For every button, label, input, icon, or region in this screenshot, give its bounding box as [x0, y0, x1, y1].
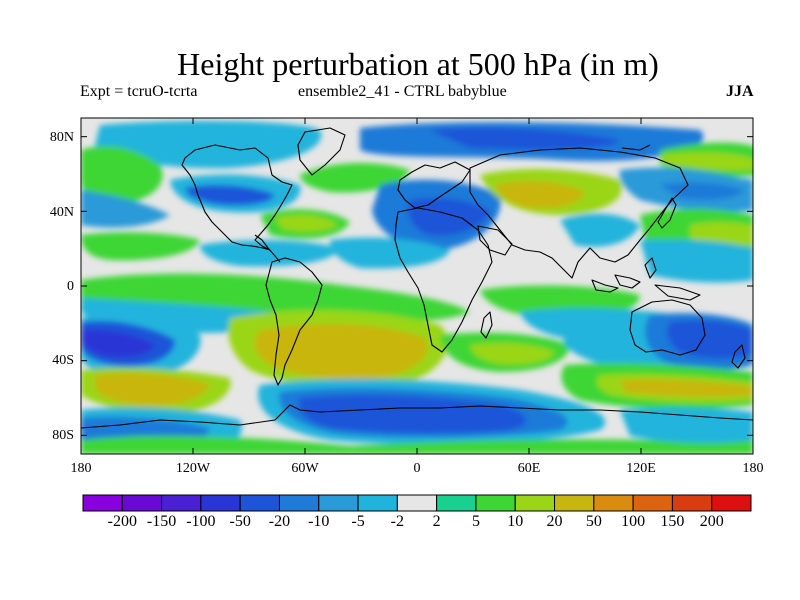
- colorbar-swatch: [121, 494, 163, 512]
- lon-label-120w: 120W: [175, 461, 211, 476]
- experiment-label: Expt = tcruO-tcrta: [80, 83, 198, 100]
- colorbar-swatch: [82, 494, 123, 512]
- lon-label-60w: 60W: [291, 461, 319, 476]
- colorbar-swatch: [593, 494, 634, 512]
- season-label: JJA: [726, 83, 754, 100]
- lat-label-40n: 40N: [49, 205, 74, 220]
- colorbar-label: -150: [146, 513, 177, 530]
- colorbar-swatch: [436, 494, 477, 512]
- colorbar-label: -50: [229, 513, 251, 530]
- lon-label-180e: 180: [742, 461, 764, 476]
- colorbar-swatch: [711, 494, 752, 512]
- coastlines: [81, 127, 753, 429]
- colorbar-swatch: [396, 494, 438, 512]
- colorbar-label: 100: [621, 513, 646, 530]
- colorbar-label: 200: [699, 513, 724, 530]
- map-title: Height perturbation at 500 hPa (in m): [177, 46, 659, 82]
- colorbar-label: 2: [432, 513, 441, 530]
- lon-label-180w: 180: [70, 461, 92, 476]
- colorbar-swatch: [554, 494, 595, 512]
- colorbar-swatch: [161, 494, 202, 512]
- colorbar-label: -5: [351, 513, 365, 530]
- colorbar-swatch: [671, 494, 713, 512]
- axis-ticks: [80, 118, 754, 454]
- ensemble-label: ensemble2_41 - CTRL babyblue: [298, 83, 507, 100]
- field-shading: [81, 118, 753, 454]
- colorbar-swatch: [514, 494, 556, 512]
- lon-label-120e: 120E: [626, 461, 656, 476]
- colorbar-label: 150: [660, 513, 685, 530]
- lat-label-80n: 80N: [49, 130, 74, 145]
- colorbar-label: -10: [308, 513, 330, 530]
- colorbar-label: 10: [507, 513, 524, 530]
- colorbar-swatch: [475, 494, 516, 512]
- colorbar-swatch: [200, 494, 241, 512]
- lon-label-60e: 60E: [517, 461, 541, 476]
- colorbar-swatch: [357, 494, 398, 512]
- colorbar-label: -100: [186, 513, 216, 530]
- colorbar-swatch: [278, 494, 320, 512]
- colorbar-swatch: [318, 494, 359, 512]
- colorbar-label: 50: [585, 513, 602, 530]
- colorbar-swatch: [239, 494, 280, 512]
- colorbar-label: -20: [268, 513, 291, 530]
- colorbar-swatch: [632, 494, 673, 512]
- lat-label-40s: 40S: [52, 353, 74, 368]
- colorbar-label: 5: [471, 513, 480, 530]
- lat-label-80s: 80S: [52, 428, 74, 443]
- lat-label-0: 0: [67, 279, 74, 294]
- lon-label-0: 0: [413, 461, 421, 476]
- colorbar-label: 20: [546, 513, 563, 530]
- colorbar-label: -200: [107, 513, 137, 530]
- colorbar-label: -2: [390, 513, 404, 530]
